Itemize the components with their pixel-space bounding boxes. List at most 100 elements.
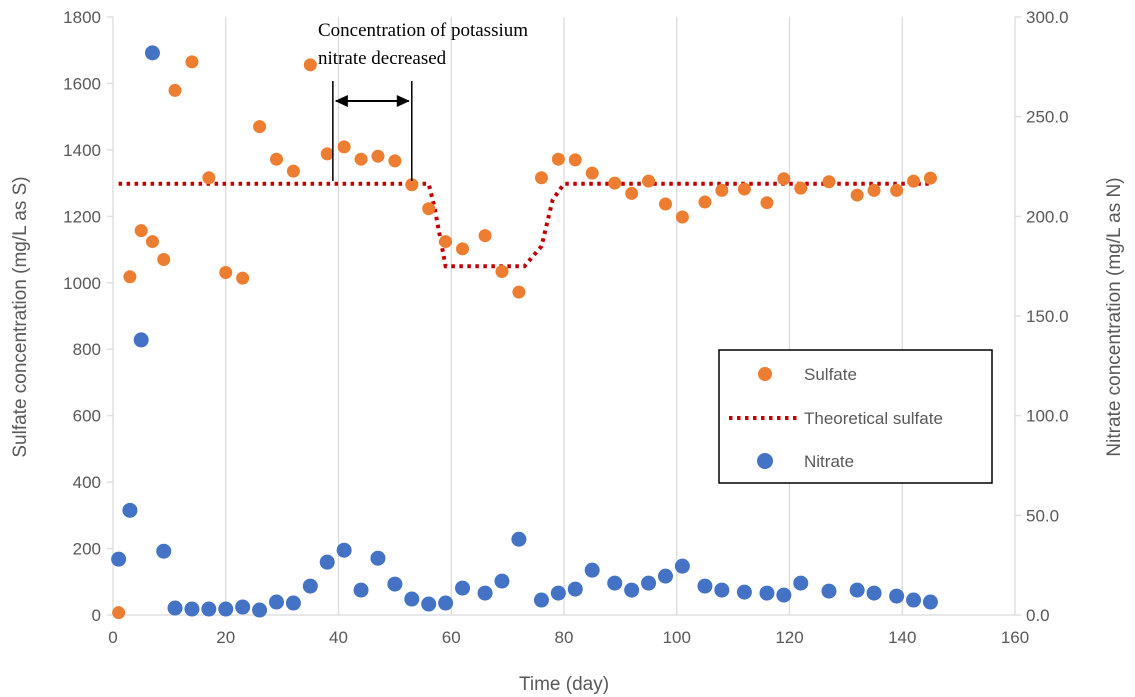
nitrate-point (370, 550, 386, 566)
sulfate-point (354, 152, 368, 166)
nitrate-point (353, 582, 369, 598)
sulfate-point (760, 196, 774, 210)
nitrate-point (906, 592, 922, 608)
y2-tick-label: 300.0 (1026, 8, 1069, 27)
nitrate-point (736, 584, 752, 600)
sulfate-point (658, 197, 672, 211)
nitrate-point (674, 558, 690, 574)
y2-tick-label: 200.0 (1026, 207, 1069, 226)
sulfate-point (512, 285, 526, 299)
x-tick-label: 60 (442, 628, 461, 647)
nitrate-point (122, 502, 138, 518)
annotation-arrow-right-head (396, 95, 410, 107)
sulfate-point (405, 178, 419, 192)
sulfate-point (112, 606, 126, 620)
y2-tick-labels: 0.0 50.0 100.0 150.0 200.0 250.0 300.0 (1026, 8, 1069, 625)
legend-sulfate-marker (758, 367, 772, 381)
nitrate-point (404, 591, 420, 607)
x-tick-label: 40 (329, 628, 348, 647)
nitrate-point (793, 575, 809, 591)
sulfate-point (134, 224, 148, 238)
sulfate-point (568, 153, 582, 167)
legend-sulfate-label: Sulfate (804, 365, 857, 384)
sulfate-point (534, 171, 548, 185)
nitrate-point (889, 588, 905, 604)
nitrate-point (184, 601, 200, 617)
nitrate-point (111, 551, 127, 567)
nitrate-point (387, 576, 403, 592)
nitrate-series (111, 45, 938, 618)
sulfate-point (625, 186, 639, 200)
sulfate-point (675, 210, 689, 224)
theoretical-sulfate-line (118, 181, 931, 269)
nitrate-point (156, 543, 172, 559)
sulfate-point (698, 195, 712, 209)
y-tick-label: 1800 (63, 8, 101, 27)
x-tick-label: 0 (108, 628, 117, 647)
sulfate-point (145, 235, 159, 249)
sulfate-point (585, 166, 599, 180)
nitrate-point (302, 578, 318, 594)
nitrate-point (657, 568, 673, 584)
sulfate-point (777, 172, 791, 186)
sulfate-point (794, 181, 808, 195)
annotation-text-line-2: nitrate decreased (318, 48, 447, 69)
nitrate-point (922, 594, 938, 610)
nitrate-point (235, 599, 251, 615)
nitrate-point (285, 595, 301, 611)
sulfate-series (112, 55, 937, 620)
y2-axis-label: Nitrate concentration (mg/L as N) (1104, 177, 1125, 456)
legend-nitrate-marker (757, 453, 773, 469)
sulfate-point (123, 270, 137, 284)
annotation-arrow-left-head (334, 95, 348, 107)
sulfate-point (907, 174, 921, 188)
nitrate-point (319, 554, 335, 570)
sulfate-point (168, 83, 182, 97)
x-tick-labels: 0 20 40 60 80 100 120 140 160 (108, 628, 1029, 647)
x-tick-label: 160 (1001, 628, 1029, 647)
nitrate-point (567, 581, 583, 597)
nitrate-point (550, 585, 566, 601)
sulfate-point (157, 253, 171, 267)
y-tick-label: 1000 (63, 274, 101, 293)
sulfate-point (642, 174, 656, 188)
sulfate-point (269, 152, 283, 166)
sulfate-point (867, 183, 881, 197)
nitrate-point (759, 585, 775, 601)
y2-tick-label: 150.0 (1026, 307, 1069, 326)
nitrate-point (218, 601, 234, 617)
sulfate-point (439, 235, 453, 249)
y-tick-label: 0 (92, 606, 101, 625)
sulfate-point (551, 152, 565, 166)
sulfate-point (715, 183, 729, 197)
sulfate-point (822, 175, 836, 189)
y-tick-labels: 0 200 400 600 800 1000 1200 1400 1600 1800 (63, 8, 101, 625)
sulfate-point (608, 176, 622, 190)
legend-theoretical-label: Theoretical sulfate (804, 409, 943, 428)
y-tick-label: 800 (73, 340, 101, 359)
nitrate-point (641, 575, 657, 591)
nitrate-point (821, 583, 837, 599)
sulfate-point (303, 58, 317, 72)
x-tick-label: 100 (663, 628, 691, 647)
nitrate-point (252, 602, 268, 618)
nitrate-point (584, 562, 600, 578)
x-tick-label: 140 (888, 628, 916, 647)
y2-tick-label: 0.0 (1026, 606, 1050, 625)
nitrate-point (167, 600, 183, 616)
nitrate-point (533, 592, 549, 608)
sulfate-point (923, 171, 937, 185)
nitrate-point (776, 587, 792, 603)
nitrate-point (624, 582, 640, 598)
sulfate-point (219, 265, 233, 279)
sulfate-point (236, 271, 250, 285)
y-tick-label: 1400 (63, 141, 101, 160)
y-tick-label: 1200 (63, 207, 101, 226)
nitrate-point (477, 585, 493, 601)
sulfate-point (388, 154, 402, 168)
sulfate-point (422, 202, 436, 216)
sulfate-point (890, 183, 904, 197)
nitrate-point (421, 596, 437, 612)
